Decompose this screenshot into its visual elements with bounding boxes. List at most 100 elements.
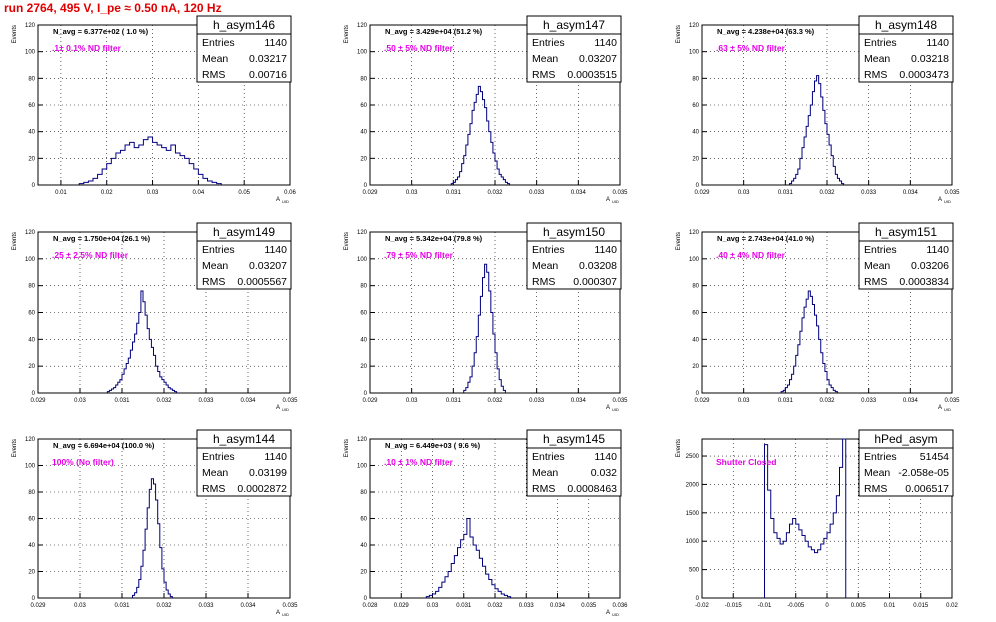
y-tick-label: 100 [25, 257, 36, 263]
stats-label: Entries [864, 37, 897, 49]
stats-box [526, 222, 622, 290]
stats-label: RMS [202, 69, 225, 81]
x-tick-label: 0.033 [198, 398, 214, 404]
x-tick-label: 0.015 [913, 603, 929, 609]
y-tick-label: 500 [689, 568, 700, 574]
y-tick-label: 20 [28, 570, 35, 576]
x-tick-label: 0.03 [738, 190, 750, 196]
y-tick-label: 100 [357, 50, 368, 56]
histogram-panel-h_asym147: 0.029 0.03 0.031 0.032 0.033 0.034 0.035 0 20 40 6… [344, 15, 628, 204]
y-tick-label: 40 [28, 130, 35, 136]
x-tick-label: 0.03 [74, 398, 86, 404]
y-tick-label: 60 [28, 517, 35, 523]
x-tick-label: 0.029 [30, 398, 46, 404]
filter-label: .1± 0.1% ND filter [52, 43, 122, 53]
y-tick-label: 120 [25, 230, 36, 236]
navg-label: N_avg = 1.750e+04 (26.1 %) [53, 234, 151, 243]
stats-label: Mean [864, 260, 890, 272]
y-tick-label: 0 [364, 391, 368, 397]
histogram-line [132, 478, 173, 598]
stats-value: 51454 [920, 451, 949, 463]
x-tick-label: 0.035 [944, 190, 960, 196]
stats-box [858, 222, 954, 290]
stats-label: Entries [202, 37, 235, 49]
x-tick-label: 0.034 [240, 603, 256, 609]
y-axis-label: Events [344, 25, 350, 43]
x-axis-label: A UID [276, 197, 289, 204]
stats-title: h_asym149 [213, 225, 275, 239]
y-tick-label: 20 [360, 364, 367, 370]
x-tick-label: 0.033 [198, 603, 214, 609]
stats-value: 0.0002872 [237, 483, 287, 495]
x-tick-label: 0.031 [114, 398, 130, 404]
y-tick-label: 120 [357, 437, 368, 443]
navg-label: N_avg = 3.429e+04 (51.2 %) [385, 27, 483, 36]
stats-value: 1140 [264, 37, 287, 49]
x-tick-label: 0.03 [147, 190, 159, 196]
stats-value: 0.03206 [911, 260, 949, 272]
x-tick-label: 0.03 [738, 398, 750, 404]
histogram-panel-h_asym148: 0.029 0.03 0.031 0.032 0.033 0.034 0.035 0 20 40 6… [676, 15, 960, 204]
x-tick-label: 0.031 [778, 398, 794, 404]
stats-value: 0.03207 [579, 53, 617, 65]
x-tick-label: 0.035 [612, 190, 628, 196]
x-axis-label: A UID [606, 405, 619, 412]
y-tick-label: 80 [28, 76, 35, 82]
y-tick-label: 100 [689, 257, 700, 263]
x-tick-label: 0.034 [571, 398, 587, 404]
stats-value: 1140 [264, 244, 287, 256]
histogram-line [106, 290, 178, 393]
y-tick-label: 40 [692, 130, 699, 136]
x-tick-label: 0.029 [30, 603, 46, 609]
stats-value: 0.000307 [573, 276, 617, 288]
stats-box [526, 429, 622, 497]
y-tick-label: 1000 [686, 539, 700, 545]
stats-title: h_asym147 [543, 18, 605, 32]
stats-title: h_asym148 [875, 18, 937, 32]
histogram-panel-h_asym150: 0.029 0.03 0.031 0.032 0.033 0.034 0.035 0 20 40 6… [344, 222, 628, 412]
stats-label: Mean [202, 53, 228, 65]
x-tick-label: 0.034 [240, 398, 256, 404]
stats-label: RMS [532, 69, 555, 81]
x-tick-label: 0.02 [101, 190, 113, 196]
x-tick-label: 0.031 [456, 603, 472, 609]
run-title: run 2764, 495 V, I_pe ≈ 0.50 nA, 120 Hz [4, 1, 222, 15]
stats-box [526, 15, 622, 83]
histogram-panel-h_asym149: 0.029 0.03 0.031 0.032 0.033 0.034 0.035 0 20 40 6… [12, 222, 298, 412]
stats-title: h_asym151 [875, 225, 937, 239]
x-tick-label: 0.031 [446, 398, 462, 404]
y-tick-label: 2500 [686, 454, 700, 460]
stats-value: 1140 [594, 244, 617, 256]
x-tick-label: 0.032 [156, 603, 172, 609]
stats-label: Entries [202, 244, 235, 256]
stats-label: Entries [202, 451, 235, 463]
x-tick-label: -0.01 [758, 603, 772, 609]
y-axis-label: Events [676, 232, 682, 250]
filter-label: 100% (No filter) [52, 457, 114, 467]
x-tick-label: 0.03 [74, 603, 86, 609]
histogram-panel-hPed_asym: -0.02 -0.015 -0.01 -0.005 0 0.005 0.01 0.015 0.0… [676, 429, 958, 609]
x-tick-label: 0.031 [446, 190, 462, 196]
stats-title: h_asym144 [213, 432, 275, 446]
navg-label: N_avg = 4.238e+04 (63.3 %) [717, 27, 815, 36]
stats-label: RMS [864, 483, 887, 495]
x-tick-label: 0.03 [427, 603, 439, 609]
stats-value: 0.03199 [249, 467, 287, 479]
stats-label: Mean [202, 467, 228, 479]
stats-label: Entries [864, 244, 897, 256]
y-tick-label: 80 [692, 76, 699, 82]
x-tick-label: 0.035 [282, 398, 298, 404]
x-tick-label: 0.031 [778, 190, 794, 196]
y-tick-label: 80 [360, 76, 367, 82]
y-tick-label: 60 [360, 103, 367, 109]
stats-box [858, 15, 954, 83]
y-tick-label: 40 [28, 337, 35, 343]
filter-label: .79 ± 5% ND filter [384, 250, 454, 260]
y-tick-label: 0 [696, 596, 700, 602]
x-tick-label: 0.029 [394, 603, 410, 609]
stats-label: Mean [864, 467, 890, 479]
x-tick-label: 0.035 [612, 398, 628, 404]
x-tick-label: 0.02 [946, 603, 958, 609]
stats-value: 1140 [594, 37, 617, 49]
y-tick-label: 0 [364, 596, 368, 602]
